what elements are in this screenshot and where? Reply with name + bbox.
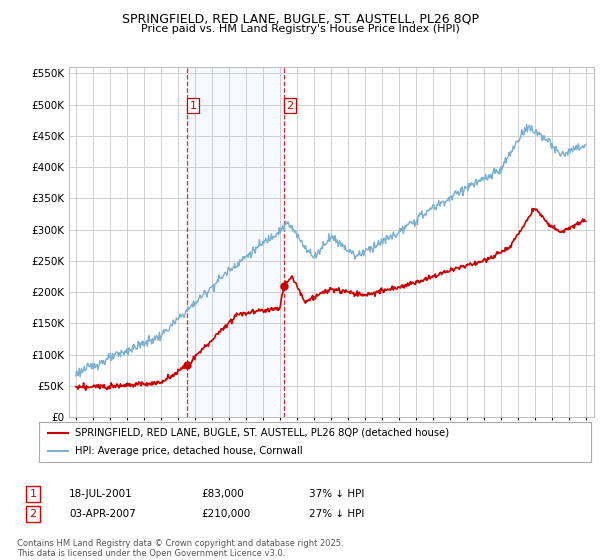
- Text: 03-APR-2007: 03-APR-2007: [69, 509, 136, 519]
- Text: Price paid vs. HM Land Registry's House Price Index (HPI): Price paid vs. HM Land Registry's House …: [140, 24, 460, 34]
- Text: Contains HM Land Registry data © Crown copyright and database right 2025.
This d: Contains HM Land Registry data © Crown c…: [17, 539, 343, 558]
- Text: 1: 1: [190, 101, 196, 111]
- Text: 2: 2: [29, 509, 37, 519]
- Text: 1: 1: [29, 489, 37, 499]
- Text: 27% ↓ HPI: 27% ↓ HPI: [309, 509, 364, 519]
- Text: 37% ↓ HPI: 37% ↓ HPI: [309, 489, 364, 499]
- Text: SPRINGFIELD, RED LANE, BUGLE, ST. AUSTELL, PL26 8QP (detached house): SPRINGFIELD, RED LANE, BUGLE, ST. AUSTEL…: [75, 428, 449, 437]
- Text: £210,000: £210,000: [201, 509, 250, 519]
- Text: 2: 2: [286, 101, 293, 111]
- Text: HPI: Average price, detached house, Cornwall: HPI: Average price, detached house, Corn…: [75, 446, 302, 456]
- Text: £83,000: £83,000: [201, 489, 244, 499]
- Text: 18-JUL-2001: 18-JUL-2001: [69, 489, 133, 499]
- Text: SPRINGFIELD, RED LANE, BUGLE, ST. AUSTELL, PL26 8QP: SPRINGFIELD, RED LANE, BUGLE, ST. AUSTEL…: [121, 12, 479, 25]
- Bar: [187, 67, 284, 417]
